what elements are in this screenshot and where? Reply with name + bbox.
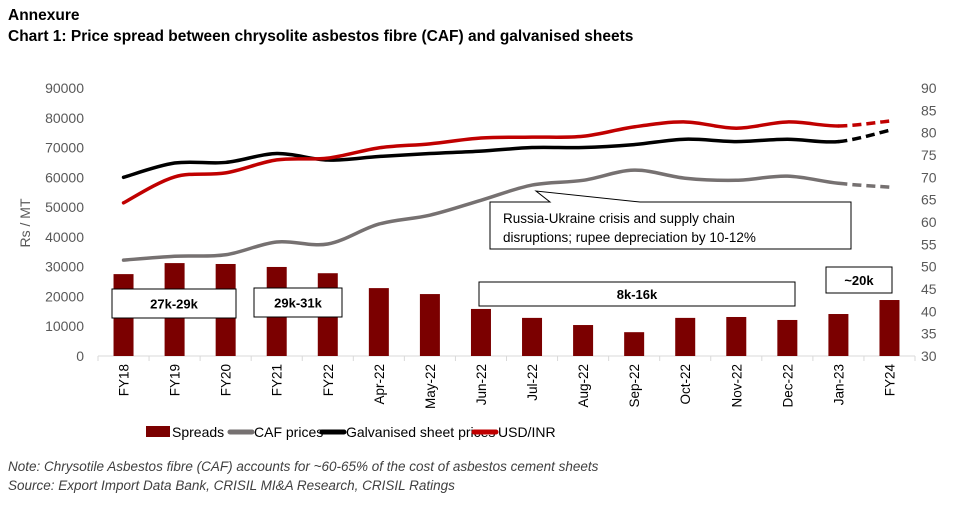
x-tick-label: FY24 — [882, 364, 897, 397]
bar-spreads — [828, 314, 849, 356]
callout-box — [489, 190, 852, 250]
x-tick-label: FY18 — [117, 364, 132, 396]
note-text: Note: Chrysotile Asbestos fibre (CAF) ac… — [8, 459, 599, 474]
y-tick-label: 40000 — [45, 229, 84, 245]
y2-tick-label: 80 — [921, 125, 937, 141]
bar-spreads — [368, 288, 389, 356]
y-tick-label: 50000 — [45, 199, 84, 215]
legend-label: CAF prices — [254, 424, 323, 440]
y-tick-label: 20000 — [45, 288, 84, 304]
x-tick-label: Aug-22 — [576, 364, 591, 408]
x-tick-label: Oct-22 — [678, 364, 693, 405]
annotation-box — [825, 266, 893, 294]
y2-tick-label: 60 — [921, 214, 937, 230]
bar-spreads — [726, 316, 747, 356]
callout-text: disruptions; rupee depreciation by 10-12… — [503, 230, 756, 245]
annotation-label: ~20k — [844, 273, 874, 288]
y-tick-label: 80000 — [45, 110, 84, 126]
x-tick-label: Apr-22 — [372, 364, 387, 405]
annotation-label: 27k-29k — [150, 297, 198, 312]
line-galvanised-sheet-prices — [121, 137, 841, 180]
bar-spreads — [777, 319, 798, 356]
y2-tick-label: 45 — [921, 281, 937, 297]
annotation-box — [253, 287, 343, 318]
y-tick-label: 30000 — [45, 259, 84, 275]
bar-spreads — [419, 294, 440, 356]
y2-tick-label: 35 — [921, 326, 937, 342]
y-tick-label: 60000 — [45, 169, 84, 185]
annotation-box — [111, 288, 237, 319]
line-caf-prices — [121, 168, 841, 262]
line-usd-inr — [121, 120, 841, 205]
y2-tick-label: 75 — [921, 147, 937, 163]
x-tick-label: Dec-22 — [780, 364, 795, 408]
y-tick-label: 70000 — [45, 140, 84, 156]
y2-tick-label: 30 — [921, 348, 937, 364]
x-tick-label: FY22 — [321, 364, 336, 396]
y-axis-label: Rs / MT — [17, 198, 33, 247]
y2-tick-label: 65 — [921, 192, 937, 208]
line-caf-prices-projected — [838, 181, 890, 189]
annotation-box — [478, 281, 796, 307]
legend-label: USD/INR — [498, 424, 556, 440]
y2-tick-label: 55 — [921, 236, 937, 252]
x-tick-label: Jul-22 — [525, 364, 540, 401]
bar-spreads — [675, 317, 696, 356]
bar-spreads — [879, 300, 900, 356]
annotation-label: 29k-31k — [274, 296, 322, 311]
y2-tick-label: 70 — [921, 169, 937, 185]
legend-label: Galvanised sheet prices — [346, 424, 495, 440]
bar-spreads — [624, 332, 645, 356]
x-tick-label: May-22 — [423, 364, 438, 409]
x-tick-label: Jun-22 — [474, 364, 489, 405]
x-tick-label: Jan-23 — [831, 364, 846, 405]
callout-text: Russia-Ukraine crisis and supply chain — [503, 211, 735, 226]
legend-swatch-bar — [146, 426, 170, 437]
bar-spreads — [573, 325, 594, 356]
y2-tick-label: 90 — [921, 80, 937, 96]
y-tick-label: 10000 — [45, 318, 84, 334]
y2-tick-label: 85 — [921, 102, 937, 118]
heading: Annexure — [8, 7, 80, 24]
y2-tick-label: 40 — [921, 303, 937, 319]
source-text: Source: Export Import Data Bank, CRISIL … — [8, 478, 455, 493]
y2-tick-label: 50 — [921, 259, 937, 275]
x-tick-label: FY20 — [219, 364, 234, 396]
x-tick-label: Nov-22 — [729, 364, 744, 408]
bar-spreads — [470, 308, 491, 356]
x-tick-label: FY21 — [270, 364, 285, 396]
line-usd-inr-projected — [838, 119, 890, 128]
y-tick-label: 90000 — [45, 80, 84, 96]
legend-label: Spreads — [172, 424, 224, 440]
bar-spreads — [522, 317, 543, 356]
annotation-label: 8k-16k — [617, 287, 658, 302]
line-galvanised-sheet-prices-projected — [838, 128, 890, 144]
x-tick-label: Sep-22 — [627, 364, 642, 408]
x-tick-label: FY19 — [168, 364, 183, 396]
y-tick-label: 0 — [76, 348, 84, 364]
chart-title: Chart 1: Price spread between chrysolite… — [8, 28, 634, 45]
